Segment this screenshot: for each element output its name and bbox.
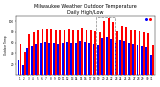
Bar [18, 60, 20, 75]
Bar [121, 26, 123, 75]
Bar [115, 43, 116, 75]
Bar [145, 47, 147, 75]
Bar [139, 31, 140, 75]
Bar [46, 29, 48, 75]
Bar [22, 65, 24, 75]
Bar [99, 32, 101, 75]
Bar [152, 45, 154, 75]
Bar [42, 29, 44, 75]
Bar [77, 30, 79, 75]
Bar [86, 30, 88, 75]
Bar [20, 44, 21, 75]
Bar [125, 27, 127, 75]
Bar [141, 46, 143, 75]
Bar [112, 22, 114, 75]
Bar [24, 52, 26, 75]
Bar [72, 30, 74, 75]
Bar [31, 46, 33, 75]
Bar [132, 44, 134, 75]
Bar [59, 30, 61, 75]
Bar [81, 28, 83, 75]
Bar [44, 42, 46, 75]
Bar [71, 43, 72, 75]
Bar [123, 41, 125, 75]
Bar [147, 33, 149, 75]
Bar [50, 29, 52, 75]
Bar [94, 31, 96, 75]
Bar [88, 43, 90, 75]
Bar [64, 30, 65, 75]
Bar [128, 43, 130, 75]
Bar [57, 44, 59, 75]
Bar [79, 41, 81, 75]
Bar [134, 30, 136, 75]
Bar [26, 48, 28, 75]
Bar [108, 18, 109, 75]
Title: Milwaukee Weather Outdoor Temperature
Daily High/Low: Milwaukee Weather Outdoor Temperature Da… [34, 4, 137, 15]
Bar [137, 45, 138, 75]
Bar [101, 38, 103, 75]
Bar [119, 40, 121, 75]
Bar [143, 32, 145, 75]
Bar [103, 21, 105, 75]
Bar [96, 17, 115, 75]
Bar [33, 32, 35, 75]
Bar [53, 43, 55, 75]
Bar [106, 37, 108, 75]
Bar [48, 43, 50, 75]
Bar [35, 44, 37, 75]
Bar [55, 30, 57, 75]
Bar [130, 30, 132, 75]
Bar [40, 43, 41, 75]
Bar [92, 44, 94, 75]
Bar [68, 29, 70, 75]
Bar [62, 43, 64, 75]
Bar [66, 42, 68, 75]
Bar [37, 30, 39, 75]
Text: Outdoor Temp: Outdoor Temp [4, 35, 8, 55]
Bar [116, 31, 118, 75]
Bar [75, 43, 77, 75]
Bar [97, 45, 99, 75]
Bar [28, 34, 30, 75]
Bar [110, 39, 112, 75]
Bar [150, 55, 152, 75]
Bar [84, 42, 86, 75]
Bar [90, 30, 92, 75]
